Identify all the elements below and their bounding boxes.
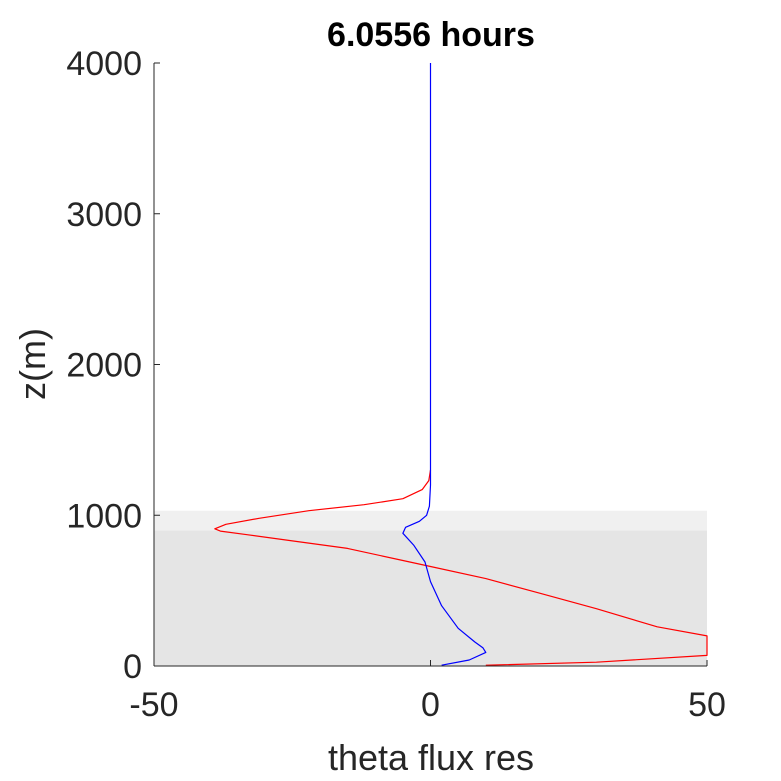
chart-title: 6.0556 hours — [327, 16, 535, 54]
y-tick-label: 2000 — [66, 347, 142, 385]
series-line-1 — [402, 63, 487, 666]
y-tick-label: 3000 — [66, 196, 142, 234]
x-tick-label: 50 — [688, 686, 726, 724]
x-tick-label: 0 — [421, 686, 440, 724]
x-axis-label: theta flux res — [328, 737, 534, 778]
y-axis-label: z(m) — [12, 328, 53, 400]
series-line-0 — [214, 469, 708, 666]
shaded-bands — [154, 510, 707, 666]
x-tick-label: -50 — [129, 686, 178, 724]
y-tick-label: 0 — [123, 648, 142, 686]
y-tick-label: 1000 — [66, 497, 142, 535]
y-tick-label: 4000 — [66, 45, 142, 83]
shaded-band-1 — [154, 510, 707, 531]
series-lines — [214, 63, 708, 666]
shaded-band-0 — [154, 530, 707, 666]
